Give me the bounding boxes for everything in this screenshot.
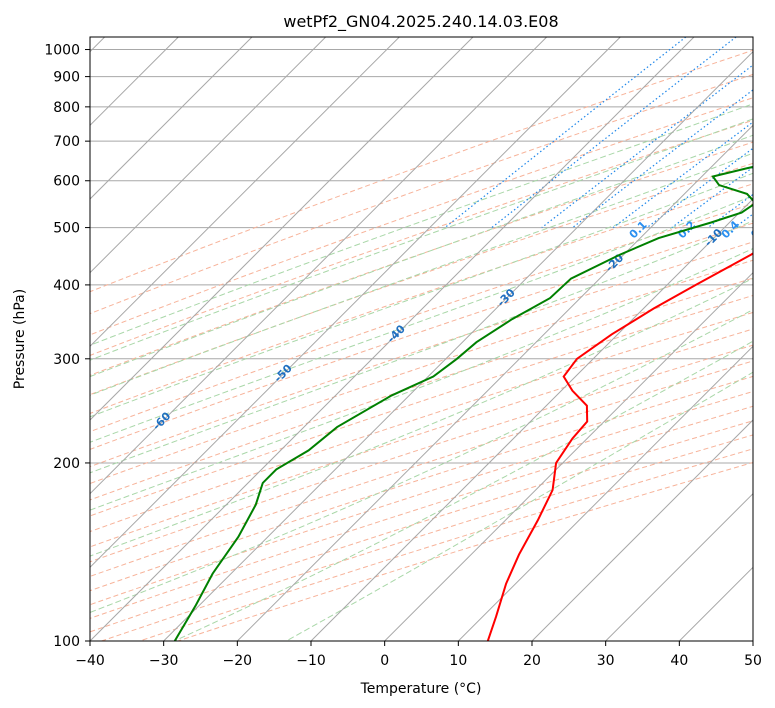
x-axis-label: Temperature (°C) bbox=[360, 681, 482, 697]
dry-adiabat-line bbox=[90, 311, 753, 533]
y-tick-label: 100 bbox=[53, 634, 80, 650]
isotherm-line bbox=[163, 50, 753, 641]
plot-frame bbox=[89, 36, 754, 642]
isotherm-line bbox=[236, 124, 753, 641]
isotherm-line bbox=[90, 37, 253, 200]
y-tick-label: 700 bbox=[53, 134, 80, 150]
y-tick-label: 500 bbox=[53, 221, 80, 237]
mixing-ratio-label: 0.6 bbox=[748, 218, 771, 241]
isotherm-line bbox=[90, 37, 548, 495]
x-tick-label: 30 bbox=[597, 653, 615, 669]
y-tick-label: 200 bbox=[53, 456, 80, 472]
isotherm-line bbox=[90, 37, 695, 641]
dry-adiabat-line bbox=[90, 241, 753, 468]
x-tick-label: −20 bbox=[223, 653, 253, 669]
y-tick-label: 900 bbox=[53, 70, 80, 86]
moist-adiabat-line bbox=[90, 248, 753, 511]
isotherm-line bbox=[90, 37, 400, 348]
moist-adiabat-line bbox=[286, 371, 753, 641]
dry-adiabat-line bbox=[90, 360, 753, 577]
dry-adiabat-line bbox=[90, 344, 753, 563]
moist-adiabat-line bbox=[90, 172, 753, 418]
x-tick-label: −10 bbox=[296, 653, 326, 669]
dry-adiabat-line bbox=[90, 390, 753, 606]
x-tick-label: −40 bbox=[75, 653, 105, 669]
isobar-grid bbox=[90, 49, 753, 641]
dry-adiabat-line bbox=[90, 141, 753, 376]
x-axis: −40 −30 −20 −10 0 10 20 30 40 50 bbox=[75, 641, 762, 669]
mixing-ratio-line bbox=[671, 166, 753, 229]
series-temperature-line bbox=[486, 252, 753, 641]
isotherm-line bbox=[457, 345, 753, 641]
moist-adiabat-line bbox=[90, 277, 753, 557]
y-tick-label: 800 bbox=[53, 100, 80, 116]
isotherm-line bbox=[90, 37, 327, 274]
dry-adiabat-line bbox=[90, 294, 753, 517]
isotherm-line bbox=[384, 271, 753, 641]
x-tick-label: 20 bbox=[523, 653, 541, 669]
isotherm-line bbox=[90, 37, 621, 569]
x-tick-label: 0 bbox=[380, 653, 389, 669]
x-tick-label: 40 bbox=[670, 653, 688, 669]
chart-title: wetPf2_GN04.2025.240.14.03.E08 bbox=[283, 12, 558, 32]
y-axis: 100 200 300 400 500 600 700 800 900 1000 bbox=[44, 43, 90, 650]
mixing-ratio-lines bbox=[444, 37, 753, 229]
isotherm-line bbox=[90, 37, 474, 421]
y-tick-label: 600 bbox=[53, 174, 80, 190]
isotherm-line bbox=[605, 492, 753, 641]
mixing-ratio-line bbox=[541, 64, 753, 229]
profiles bbox=[173, 165, 753, 641]
dry-adiabat-line bbox=[90, 375, 753, 592]
x-tick-label: 10 bbox=[449, 653, 467, 669]
moist-adiabat-line bbox=[90, 309, 753, 614]
isotherm-grid bbox=[90, 37, 753, 641]
isotherm-line bbox=[310, 198, 753, 641]
isotherm-line bbox=[531, 419, 753, 641]
mixing-ratio-line bbox=[572, 89, 753, 229]
dry-adiabat-line bbox=[90, 222, 753, 450]
dry-adiabat-line bbox=[90, 328, 753, 548]
dry-adiabat-line bbox=[90, 277, 753, 501]
dry-adiabat-line bbox=[90, 162, 753, 396]
dry-adiabat-line bbox=[90, 97, 753, 336]
y-tick-label: 1000 bbox=[44, 43, 80, 59]
series-dewpoint-line bbox=[173, 165, 753, 641]
dry-adiabat-line bbox=[90, 203, 753, 433]
moist-adiabat-line bbox=[90, 118, 753, 361]
y-tick-label: 300 bbox=[53, 352, 80, 368]
y-axis-label: Pressure (hPa) bbox=[12, 289, 28, 389]
y-tick-label: 400 bbox=[53, 278, 80, 294]
x-tick-label: 50 bbox=[744, 653, 762, 669]
moist-adiabats bbox=[90, 103, 753, 641]
x-tick-label: −30 bbox=[149, 653, 179, 669]
dry-adiabat-line bbox=[90, 49, 753, 293]
